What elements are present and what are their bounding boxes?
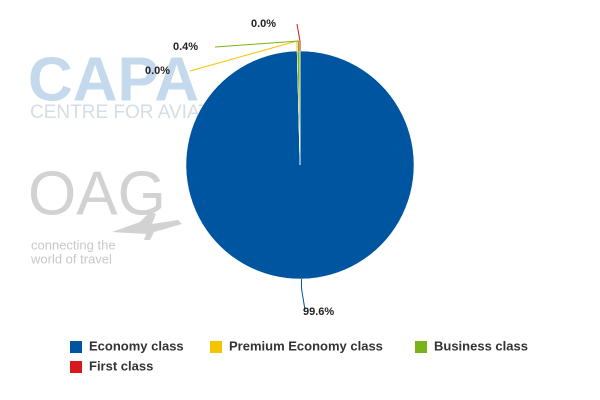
legend-swatch bbox=[70, 361, 82, 373]
legend-swatch bbox=[415, 341, 427, 353]
legend-label: Economy class bbox=[89, 338, 184, 353]
data-label: 99.6% bbox=[303, 306, 334, 318]
watermark: connecting the bbox=[31, 237, 116, 252]
leader-line bbox=[296, 23, 301, 51]
data-label: 0.0% bbox=[251, 18, 276, 30]
data-label: 0.4% bbox=[173, 41, 198, 53]
legend-label: Business class bbox=[434, 338, 528, 353]
watermark: world of travel bbox=[30, 251, 112, 266]
legend-swatch bbox=[210, 341, 222, 353]
watermark: OAG bbox=[28, 159, 166, 228]
legend-swatch bbox=[70, 341, 82, 353]
data-label: 0.0% bbox=[145, 65, 170, 77]
legend-label: Premium Economy class bbox=[229, 338, 383, 353]
watermark: CENTRE FOR AVIATION bbox=[30, 102, 244, 123]
leader-line bbox=[214, 40, 300, 52]
watermark: CAPA bbox=[28, 45, 199, 114]
plane-icon bbox=[112, 212, 182, 240]
leader-line bbox=[300, 278, 306, 311]
legend-label: First class bbox=[89, 358, 153, 373]
